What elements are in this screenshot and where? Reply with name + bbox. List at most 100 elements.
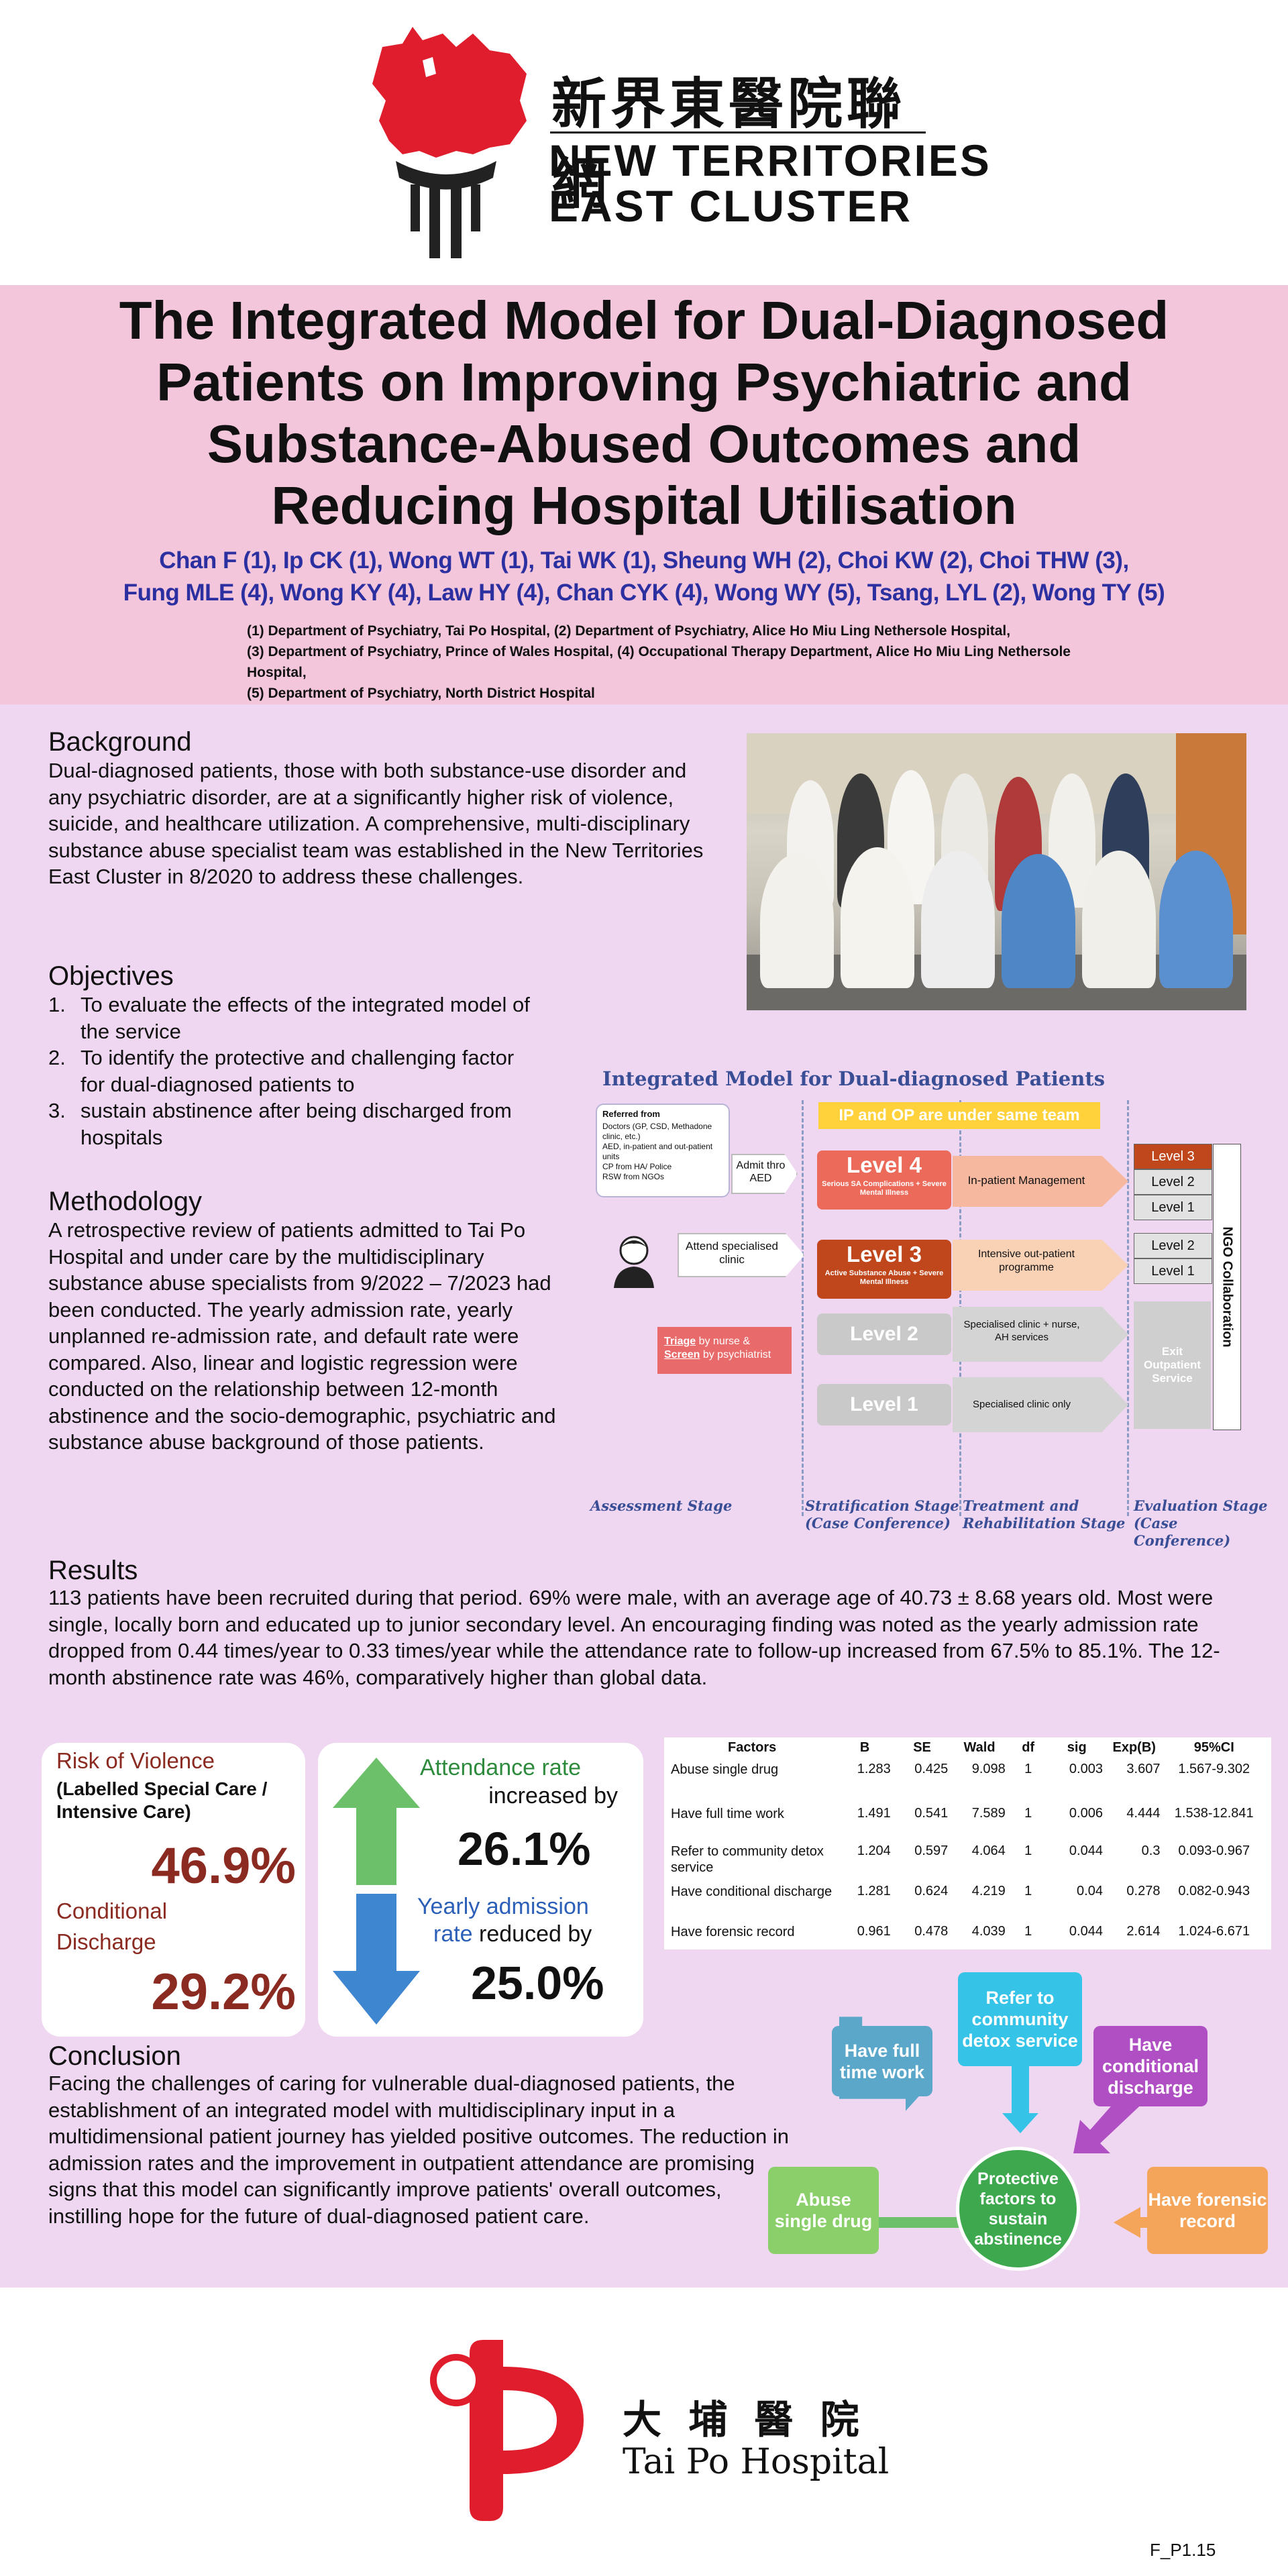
table-cell: 0.624 [914, 1884, 949, 1898]
attendance-rate-value: 26.1% [458, 1823, 591, 1875]
intensive-label: Intensive out-patient programme [977, 1248, 1075, 1273]
admission-rate-label: Yearly admission [417, 1894, 589, 1919]
risk-of-violence-label: Risk of Violence [56, 1748, 215, 1773]
stage-assessment-label: Assessment Stage [590, 1497, 733, 1514]
diagram-title: Integrated Model for Dual-diagnosed Pati… [602, 1067, 1106, 1090]
objectives-heading: Objectives [48, 961, 174, 991]
header: 新界東醫院聯網 NEW TERRITORIES EAST CLUSTER [0, 0, 1288, 285]
poster-code: F_P1.15 [1150, 2540, 1216, 2560]
table-cell: 0.082-0.943 [1178, 1884, 1250, 1898]
screen-line: Screen by psychiatrist [664, 1348, 785, 1362]
violence-discharge-card: Risk of Violence (Labelled Special Care … [42, 1743, 305, 2037]
patient-icon [610, 1234, 657, 1288]
conditional-discharge-label: Conditional Discharge [56, 1898, 168, 1954]
stage-label-line: Stratification Stage [805, 1497, 959, 1514]
table-cell: 4.444 [1126, 1806, 1161, 1821]
photo-person [1159, 851, 1233, 988]
referred-from-box: Referred from Doctors (GP, CSD, Methadon… [596, 1104, 730, 1197]
ngo-collaboration-bar: NGO Collaboration [1213, 1144, 1241, 1430]
attendance-change-label: increased by [488, 1783, 618, 1809]
authors: Chan F (1), Ip CK (1), Wong WT (1), Tai … [80, 545, 1208, 609]
level-1-box: Level 1 [817, 1384, 951, 1426]
stage-divider [1127, 1100, 1129, 1516]
intensive-arrow [953, 1240, 1128, 1291]
factor-full-time-work: Have full time work [832, 2026, 932, 2096]
screen-word: Screen [664, 1349, 700, 1360]
table-cell: 0.961 [857, 1924, 891, 1939]
protective-factors-center: Protective factors to sustain abstinence [956, 2147, 1080, 2271]
org-name-line1: NEW TERRITORIES [549, 136, 991, 185]
table-cell: 1.538-12.841 [1174, 1806, 1254, 1821]
title-band [0, 285, 1288, 704]
affiliation-line: (5) Department of Psychiatry, North Dist… [247, 686, 595, 701]
eval-level-2: Level 2 [1134, 1233, 1212, 1258]
admit-label: Admit thro AED [736, 1160, 786, 1184]
factor-community-detox: Refer to community detox service [958, 1972, 1082, 2066]
ntec-logo-icon [356, 20, 537, 262]
exit-label: Exit Outpatient Service [1144, 1345, 1201, 1385]
factor-abuse-single-drug: Abuse single drug [768, 2167, 879, 2254]
level-4-subtitle: Serious SA Complications + Severe Mental… [822, 1180, 947, 1197]
conclusion-heading: Conclusion [48, 2041, 181, 2071]
admission-change-label: rate reduced by [433, 1921, 592, 1947]
table-cell: 4.219 [971, 1884, 1006, 1898]
specialised-only-label: Specialised clinic only [973, 1399, 1071, 1410]
screen-rest: by psychiatrist [700, 1349, 771, 1360]
table-row: Abuse single drug 1.283 0.425 9.098 1 0.… [668, 1762, 1265, 1806]
photo-person [1082, 851, 1156, 988]
table-cell: Have full time work [671, 1807, 784, 1821]
table-cell: 1 [1024, 1924, 1032, 1939]
background-text: Dual-diagnosed patients, those with both… [48, 759, 704, 888]
referred-item: CP from HA/ Police [602, 1162, 672, 1171]
stage-divider [802, 1100, 804, 1516]
table-cell: 0.093-0.967 [1178, 1843, 1250, 1858]
attendance-rate-label: Attendance rate [420, 1755, 582, 1780]
triage-rest: by nurse & [696, 1336, 751, 1347]
level-2-box: Level 2 [817, 1313, 951, 1355]
table-cell: 1.491 [857, 1806, 891, 1821]
photo-person [841, 847, 914, 988]
referred-item: Doctors (GP, CSD, Methadone clinic, etc.… [602, 1122, 712, 1141]
affiliation-line: (3) Department of Psychiatry, Prince of … [247, 644, 1071, 680]
admission-rate-word: rate [433, 1921, 473, 1947]
table-header-row: Factors B SE Wald df sig Exp(B) 95%CI [668, 1740, 1265, 1762]
stage-stratification-label: Stratification Stage (Case Conference) [805, 1497, 959, 1532]
objectives-list: 1. To evaluate the effects of the integra… [48, 991, 531, 1150]
table-header: B [859, 1740, 870, 1755]
inpatient-arrow [953, 1156, 1128, 1207]
objective-item: 1. To evaluate the effects of the integra… [48, 991, 531, 1044]
level-4-title: Level 4 [847, 1152, 922, 1177]
photo-person [1002, 854, 1075, 988]
regression-table-card: Factors B SE Wald df sig Exp(B) 95%CI Ab… [664, 1737, 1271, 1949]
eval-level-1: Level 1 [1134, 1195, 1212, 1220]
eval-level-2: Level 2 [1134, 1169, 1212, 1195]
table-cell: 4.064 [971, 1843, 1006, 1858]
objective-number: 2. [48, 1046, 66, 1069]
integrated-model-diagram: Integrated Model for Dual-diagnosed Pati… [590, 1060, 1268, 1549]
table-cell: 9.098 [971, 1762, 1006, 1776]
footer [0, 2288, 1288, 2576]
admission-change-word: reduced by [472, 1921, 592, 1947]
hospital-english-name: Tai Po Hospital [623, 2442, 890, 2482]
rate-change-card: Attendance rate increased by 26.1% Yearl… [318, 1743, 643, 2037]
stage-treatment-label: Treatment and Rehabilitation Stage [963, 1497, 1125, 1532]
title-line: The Integrated Model for Dual-Diagnosed [119, 290, 1169, 350]
referred-title: Referred from [602, 1109, 660, 1119]
table-cell: 0.006 [1069, 1806, 1103, 1821]
table-cell: Have forensic record [671, 1925, 795, 1939]
table-cell: 1.567-9.302 [1178, 1762, 1250, 1776]
table-cell: 1.204 [857, 1843, 891, 1858]
decrease-arrow-icon [333, 1894, 420, 2025]
specialised-only-arrow [953, 1377, 1128, 1432]
table-header: SE [913, 1740, 931, 1755]
table-header: Exp(B) [1112, 1740, 1156, 1755]
conclusion-text: Facing the challenges of caring for vuln… [48, 2072, 789, 2228]
triage-word: Triage [664, 1336, 696, 1347]
results-text: 113 patients have been recruited during … [48, 1586, 1220, 1689]
table-header: sig [1067, 1740, 1087, 1755]
methodology-heading: Methodology [48, 1187, 203, 1216]
admission-rate-value: 25.0% [471, 1957, 604, 2009]
risk-of-violence-subtitle: (Labelled Special Care / Intensive Care) [56, 1778, 268, 1822]
table-cell: 0.597 [914, 1843, 949, 1858]
photo-person [760, 854, 834, 988]
